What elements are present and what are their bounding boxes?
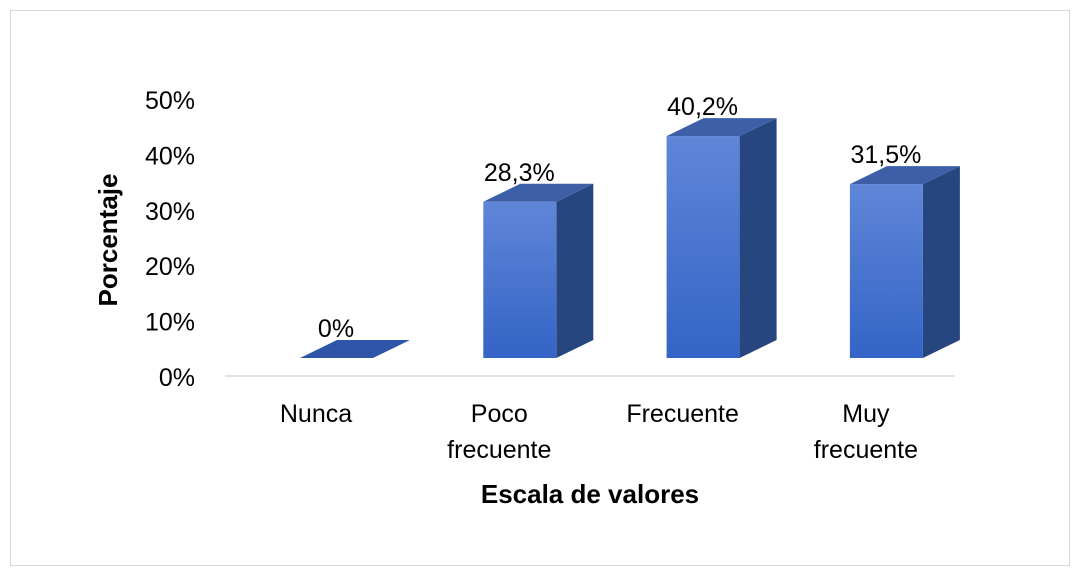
x-tick-label: Muy frecuente (814, 400, 918, 464)
data-label: 28,3% (484, 159, 555, 187)
x-tick-label: Poco frecuente (447, 400, 551, 464)
bar-top (483, 183, 594, 202)
bar-side (739, 118, 777, 358)
bar (666, 118, 777, 358)
x-tick-label: Frecuente (626, 400, 739, 428)
bar-top (849, 166, 960, 185)
y-tick-label: 30% (145, 198, 195, 226)
bar-front (666, 136, 740, 358)
y-tick-label: 40% (145, 142, 195, 170)
data-label: 40,2% (667, 93, 738, 121)
bar-side (556, 183, 594, 358)
bar (300, 340, 410, 358)
bar (849, 166, 960, 358)
y-tick-label: 0% (159, 364, 195, 392)
y-tick-label: 20% (145, 253, 195, 281)
bar (483, 183, 594, 358)
bar-front (849, 184, 923, 358)
bar-top (300, 340, 410, 358)
x-tick-label: Nunca (280, 400, 352, 428)
y-tick-label: 50% (145, 87, 195, 115)
bar-top (666, 118, 777, 137)
bar-side (922, 166, 960, 358)
data-label: 0% (318, 315, 354, 343)
data-label: 31,5% (850, 141, 921, 169)
y-axis-title: Porcentaje (93, 174, 123, 307)
x-axis-title: Escala de valores (481, 479, 699, 509)
y-tick-label: 10% (145, 309, 195, 337)
bar-front (483, 201, 557, 358)
